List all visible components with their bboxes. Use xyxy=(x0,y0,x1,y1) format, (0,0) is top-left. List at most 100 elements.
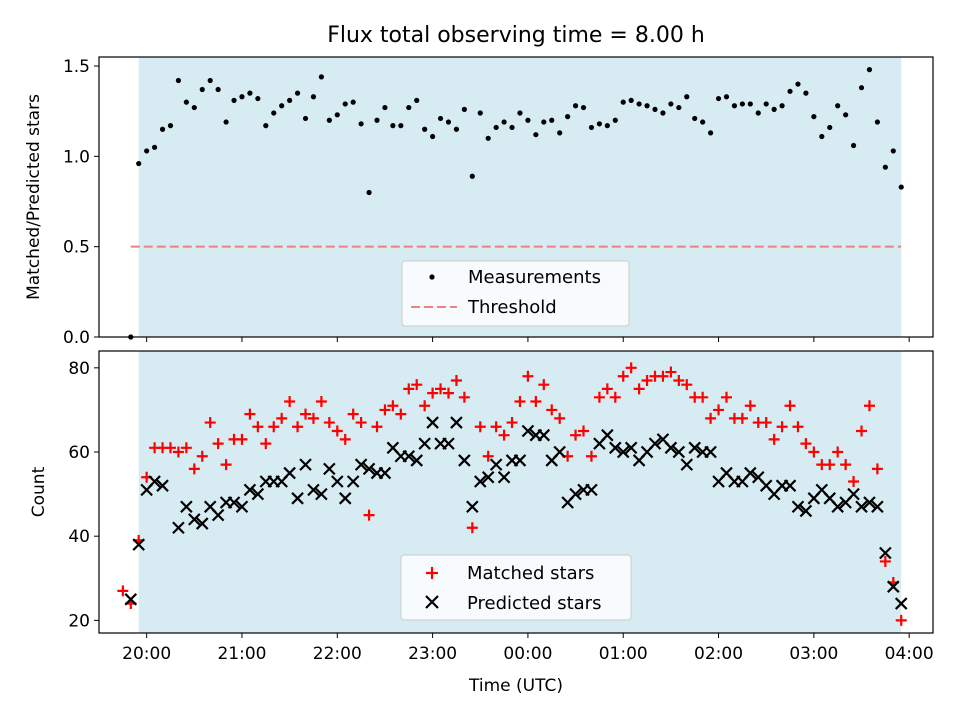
predicted-star-point xyxy=(235,500,249,514)
measurement-point xyxy=(334,112,340,118)
predicted-star-point xyxy=(799,504,813,518)
measurement-point xyxy=(326,117,332,123)
predicted-star-point xyxy=(426,416,439,429)
measurement-point xyxy=(803,90,809,96)
predicted-star-point xyxy=(569,487,582,501)
predicted-star-point xyxy=(855,500,868,514)
predicted-star-point xyxy=(243,483,257,497)
matched-star-point xyxy=(427,387,439,399)
matched-star-point xyxy=(220,459,232,471)
predicted-star-point xyxy=(283,466,296,480)
matched-star-point xyxy=(848,475,860,487)
measurement-point xyxy=(358,121,364,127)
measurement-point xyxy=(763,101,769,107)
measurement-point xyxy=(700,119,706,125)
measurement-point xyxy=(660,110,666,116)
matched-star-point xyxy=(458,391,470,403)
predicted-star-point xyxy=(362,462,376,476)
matched-star-point xyxy=(554,412,566,424)
predicted-star-point xyxy=(672,445,686,459)
top-y-ticks: 0.0 0.5 1.0 1.5 xyxy=(63,57,99,348)
measurement-point xyxy=(580,104,587,111)
matched-star-point xyxy=(681,379,693,391)
measurement-point xyxy=(771,106,777,112)
matched-star-point xyxy=(784,400,796,412)
matched-star-point xyxy=(673,374,685,386)
predicted-star-point xyxy=(188,513,201,526)
measurement-point xyxy=(175,77,182,84)
measurement-point xyxy=(572,103,579,109)
matched-star-point xyxy=(736,412,748,424)
matched-star-point xyxy=(609,391,621,403)
measurement-point xyxy=(501,119,507,125)
matched-star-point xyxy=(180,442,192,454)
matched-star-point xyxy=(697,391,709,403)
matched-star-point xyxy=(411,379,423,391)
measurement-point xyxy=(199,86,205,93)
matched-star-point xyxy=(625,362,637,374)
measurement-point xyxy=(406,104,412,111)
predicted-star-point xyxy=(195,517,209,530)
x-tick-label: 00:00 xyxy=(503,644,552,664)
matched-star-point xyxy=(387,400,399,412)
measurement-point xyxy=(779,103,785,109)
measurement-point xyxy=(866,67,873,73)
matched-star-point xyxy=(633,383,645,395)
predicted-star-point xyxy=(323,462,336,476)
predicted-star-point xyxy=(124,593,138,606)
measurement-point xyxy=(795,81,801,87)
measurement-point xyxy=(477,110,483,116)
matched-star-point xyxy=(371,421,383,433)
measurement-point xyxy=(152,144,158,150)
predicted-star-point xyxy=(338,492,352,505)
matched-star-point xyxy=(300,408,312,420)
matched-star-point xyxy=(450,374,462,386)
matched-star-point xyxy=(514,396,526,408)
matched-star-point xyxy=(395,408,407,420)
matched-star-point xyxy=(276,412,288,424)
measurement-point xyxy=(215,86,221,93)
measurement-point xyxy=(723,94,730,100)
x-tick-label: 21:00 xyxy=(217,644,266,664)
matched-star-point xyxy=(474,421,486,433)
predicted-star-point xyxy=(410,454,423,467)
measurement-point xyxy=(620,99,626,105)
measurement-point xyxy=(279,103,285,109)
predicted-star-point xyxy=(871,500,884,514)
bottom-y-axis-label: Count xyxy=(29,466,49,517)
measurement-point xyxy=(644,103,650,109)
matched-star-point xyxy=(617,370,629,382)
predicted-star-point xyxy=(680,458,694,471)
predicted-star-point xyxy=(688,441,701,455)
predicted-star-point xyxy=(521,424,535,438)
predicted-star-point xyxy=(704,445,717,459)
predicted-star-point xyxy=(466,500,479,514)
measurement-point xyxy=(636,101,642,107)
matched-star-point xyxy=(490,421,502,433)
predicted-star-point xyxy=(783,479,797,492)
measurement-point xyxy=(708,130,714,136)
measurement-point xyxy=(247,90,253,96)
matched-star-point xyxy=(879,555,891,567)
x-tick-label: 02:00 xyxy=(694,644,743,664)
legend-predicted-marker xyxy=(425,595,439,609)
measurement-point xyxy=(493,124,499,131)
top-panel: 0.0 0.5 1.0 1.5 Matched/Predicted stars Mea… xyxy=(24,56,934,348)
measurement-point xyxy=(652,106,658,112)
matched-star-point xyxy=(284,396,296,408)
predicted-star-point xyxy=(251,487,265,501)
predicted-star-point xyxy=(227,496,241,509)
measurement-point xyxy=(374,117,380,123)
matched-star-point xyxy=(379,404,391,416)
matched-star-point xyxy=(570,429,582,441)
predicted-star-point xyxy=(879,546,892,560)
predicted-star-point xyxy=(847,487,860,501)
measurement-point xyxy=(207,77,213,84)
x-tick-label: 04:00 xyxy=(885,644,934,664)
matched-star-point xyxy=(593,391,605,403)
matched-star-point xyxy=(164,442,176,454)
legend-predicted-label: Predicted stars xyxy=(467,593,601,614)
predicted-star-point xyxy=(744,466,757,480)
measurement-point xyxy=(747,101,753,107)
